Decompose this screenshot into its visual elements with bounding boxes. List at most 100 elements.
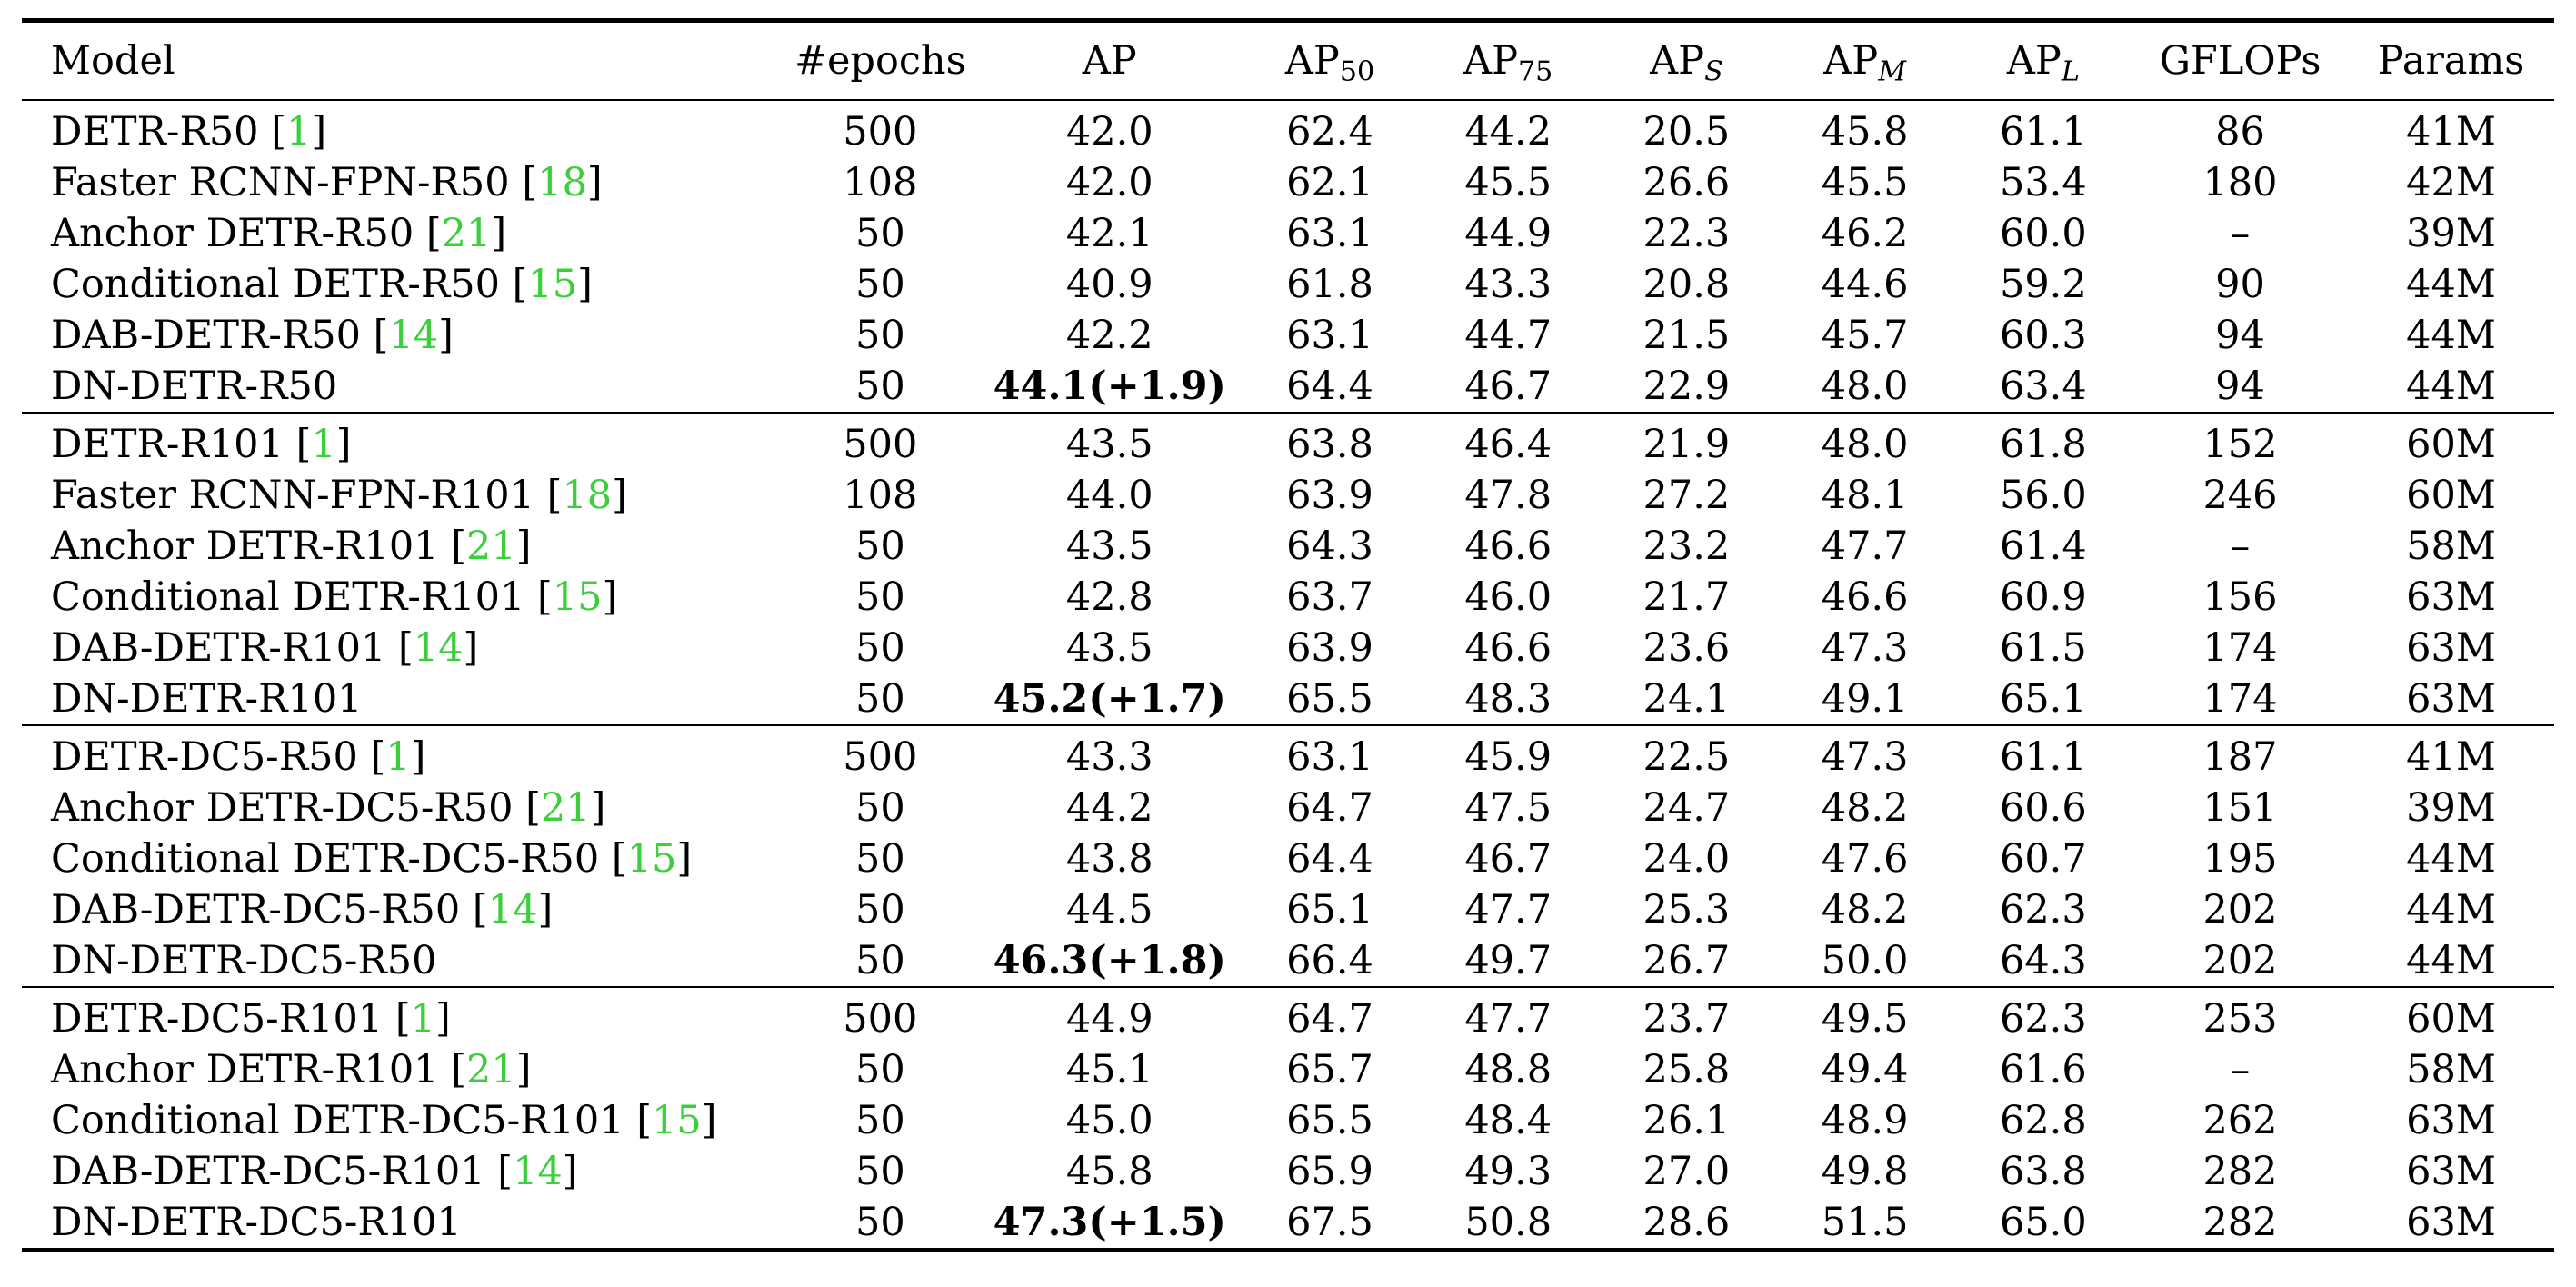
model-name: DN-DETR-DC5-R50: [51, 938, 437, 983]
citation-link[interactable]: 18: [537, 160, 587, 205]
ap75-cell: 45.9: [1464, 734, 1553, 780]
ap-cell: 44.1(+1.9): [993, 364, 1226, 409]
col-header-ap50: AP50: [1241, 21, 1419, 101]
citation-link[interactable]: 14: [513, 1149, 563, 1194]
aps-cell: 23.7: [1642, 996, 1731, 1042]
citation-link[interactable]: 14: [487, 887, 538, 933]
table-group-4: DETR-DC5-R101 [1] 500 44.9 64.7 47.7 23.7 49.5…: [22, 987, 2554, 1251]
ap-cell: 45.2(+1.7): [993, 676, 1226, 722]
apl-sub: L: [2061, 55, 2080, 88]
gflops-cell: –: [2230, 1047, 2251, 1092]
params-cell: 63M: [2406, 574, 2496, 620]
citation-link[interactable]: 21: [540, 785, 591, 831]
citation-link[interactable]: 21: [466, 1047, 516, 1092]
apm-cell: 50.0: [1821, 938, 1909, 983]
epochs-cell: 108: [843, 473, 918, 518]
aps-cell: 21.7: [1642, 574, 1731, 620]
model-name: Conditional DETR-DC5-R101: [51, 1098, 624, 1143]
citation-link[interactable]: 1: [311, 422, 336, 467]
ap75-cell: 43.3: [1464, 262, 1553, 307]
citation-link[interactable]: 18: [562, 473, 613, 518]
apm-cell: 48.0: [1821, 364, 1909, 409]
citation-link[interactable]: 1: [410, 996, 435, 1042]
aps-cell: 26.6: [1642, 160, 1731, 205]
table-row: DN-DETR-R101 50 45.2(+1.7) 65.5 48.3 24.1 49.1…: [22, 673, 2554, 725]
ap50-cell: 66.4: [1286, 938, 1373, 983]
apl-cell: 63.8: [1999, 1149, 2087, 1194]
epochs-cell: 50: [854, 887, 905, 933]
ap-cell: 45.8: [1065, 1149, 1153, 1194]
aps-cell: 24.7: [1642, 785, 1731, 831]
epochs-cell: 50: [854, 524, 905, 569]
params-cell: 42M: [2406, 160, 2496, 205]
ap-cell: 45.1: [1065, 1047, 1153, 1092]
model-name: DAB-DETR-R101: [51, 625, 386, 671]
citation-link[interactable]: 1: [385, 734, 411, 780]
aps-cell: 23.6: [1642, 625, 1731, 671]
citation-link[interactable]: 21: [441, 211, 492, 256]
col-header-params: Params: [2377, 38, 2525, 84]
ap-cell: 40.9: [1065, 262, 1153, 307]
citation-link[interactable]: 15: [552, 574, 603, 620]
ap50-sub: 50: [1339, 55, 1375, 88]
apm-cell: 45.5: [1821, 160, 1909, 205]
epochs-cell: 500: [843, 422, 918, 467]
ap50-base: AP: [1284, 38, 1340, 84]
apl-cell: 61.1: [1999, 734, 2087, 780]
apl-cell: 64.3: [1999, 938, 2087, 983]
ap50-cell: 63.1: [1286, 313, 1373, 358]
ap-cell: 42.2: [1065, 313, 1153, 358]
ap75-cell: 46.6: [1464, 524, 1553, 569]
model-cell: Conditional DETR-R50 [15]: [51, 262, 593, 307]
ap75-cell: 47.8: [1464, 473, 1553, 518]
citation-link[interactable]: 1: [286, 109, 312, 155]
citation-link[interactable]: 14: [388, 313, 439, 358]
params-cell: 60M: [2406, 473, 2496, 518]
params-cell: 41M: [2406, 734, 2496, 780]
epochs-cell: 50: [854, 1098, 905, 1143]
citation-link[interactable]: 21: [466, 524, 516, 569]
apl-cell: 61.8: [1999, 422, 2087, 467]
citation-link[interactable]: 15: [527, 262, 578, 307]
col-header-model: Model: [51, 38, 175, 84]
ap75-cell: 47.5: [1464, 785, 1553, 831]
ap50-cell: 63.1: [1286, 734, 1373, 780]
model-name: Faster RCNN-FPN-R101: [51, 473, 534, 518]
model-cell: Anchor DETR-DC5-R50 [21]: [51, 785, 606, 831]
ap50-cell: 64.4: [1286, 364, 1373, 409]
table-row: DETR-R50 [1] 500 42.0 62.4 44.2 20.5 45.8 61.1 8…: [22, 100, 2554, 157]
model-cell: DETR-DC5-R50 [1]: [51, 734, 426, 780]
citation-link[interactable]: 15: [652, 1098, 702, 1143]
ap-cell: 44.9: [1065, 996, 1153, 1042]
apm-cell: 49.1: [1821, 676, 1909, 722]
col-header-apm: APM: [1776, 21, 1954, 101]
table-row: DAB-DETR-DC5-R50 [14] 50 44.5 65.1 47.7 25.3 4…: [22, 884, 2554, 935]
params-cell: 39M: [2406, 211, 2496, 256]
col-header-ap75: AP75: [1419, 21, 1597, 101]
aps-cell: 25.3: [1642, 887, 1731, 933]
ap75-cell: 49.7: [1464, 938, 1553, 983]
aps-cell: 21.5: [1642, 313, 1731, 358]
ap-cell: 44.2: [1065, 785, 1153, 831]
ap50-cell: 65.5: [1286, 1098, 1373, 1143]
apl-base: AP: [2006, 38, 2062, 84]
params-cell: 44M: [2406, 938, 2496, 983]
apl-cell: 60.9: [1999, 574, 2087, 620]
table-row: Conditional DETR-R50 [15] 50 40.9 61.8 43.3 2…: [22, 259, 2554, 310]
aps-cell: 23.2: [1642, 524, 1731, 569]
model-cell: DETR-R50 [1]: [51, 109, 327, 155]
gflops-cell: 94: [2215, 364, 2265, 409]
params-cell: 44M: [2406, 887, 2496, 933]
model-name: Conditional DETR-R50: [51, 262, 500, 307]
table-group-1: DETR-R50 [1] 500 42.0 62.4 44.2 20.5 45.8 61.1 8…: [22, 100, 2554, 413]
ap50-cell: 63.8: [1286, 422, 1373, 467]
citation-link[interactable]: 15: [626, 836, 677, 882]
aps-cell: 22.5: [1642, 734, 1731, 780]
model-name: Anchor DETR-R50: [51, 211, 414, 256]
ap50-cell: 67.5: [1286, 1200, 1373, 1245]
gflops-cell: 90: [2215, 262, 2265, 307]
apl-cell: 61.6: [1999, 1047, 2087, 1092]
model-name: DETR-DC5-R50: [51, 734, 358, 780]
table-row: Faster RCNN-FPN-R101 [18] 108 44.0 63.9 47.8…: [22, 470, 2554, 521]
citation-link[interactable]: 14: [413, 625, 464, 671]
